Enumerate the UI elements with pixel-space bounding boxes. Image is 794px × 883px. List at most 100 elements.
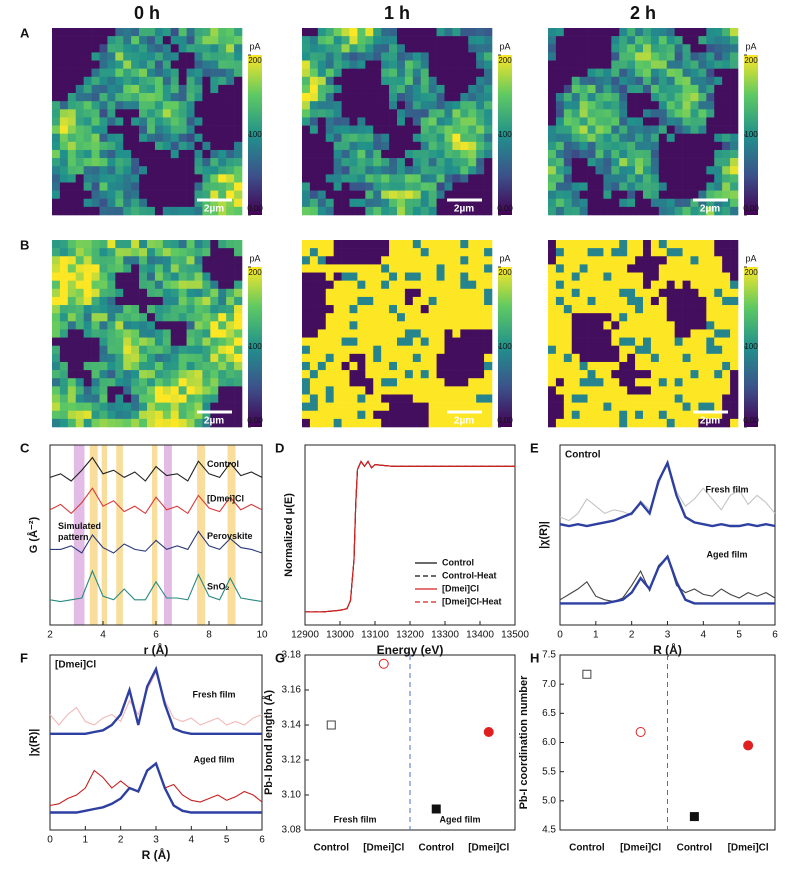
map-pixel — [59, 256, 69, 265]
colorbar-tick-label: 200 — [248, 268, 262, 277]
map-pixel — [571, 84, 580, 94]
map-pixel — [397, 313, 406, 322]
map-pixel — [357, 272, 366, 281]
map-pixel — [397, 402, 406, 412]
map-pixel — [194, 337, 203, 346]
annotation: Aged film — [193, 754, 234, 764]
colorbar-tick-label: 0.00 — [497, 204, 513, 213]
map-pixel — [587, 149, 596, 159]
map-pixel — [357, 206, 366, 216]
map-pixel — [302, 361, 311, 371]
map-pixel — [444, 337, 453, 346]
map-pixel — [674, 394, 683, 403]
map-pixel — [373, 410, 382, 420]
map-pixel — [381, 394, 390, 403]
map-pixel — [674, 353, 683, 363]
map-pixel — [115, 264, 124, 273]
map-pixel — [210, 141, 219, 151]
map-pixel — [162, 288, 172, 298]
map-pixel — [83, 158, 92, 167]
map-pixel — [389, 410, 398, 420]
map-pixel — [484, 370, 493, 379]
map-pixel — [571, 394, 580, 403]
map-pixel — [452, 101, 461, 110]
map-pixel — [75, 101, 84, 110]
map-pixel — [412, 394, 422, 403]
map-pixel — [317, 337, 327, 346]
map-pixel — [52, 248, 61, 257]
map-pixel — [698, 158, 707, 167]
map-pixel — [579, 337, 588, 346]
map-pixel — [234, 264, 243, 273]
map-pixel — [452, 329, 461, 338]
map-pixel — [484, 206, 493, 216]
map-pixel — [349, 329, 358, 338]
map-pixel — [587, 117, 596, 126]
map-pixel — [555, 353, 565, 363]
map-pixel — [107, 402, 116, 412]
map-pixel — [412, 329, 422, 338]
map-pixel — [170, 125, 179, 134]
map-pixel — [131, 370, 140, 379]
map-pixel — [444, 353, 453, 363]
map-pixel — [115, 68, 124, 78]
map-pixel — [548, 272, 557, 281]
map-pixel — [302, 280, 311, 290]
map-pixel — [698, 190, 707, 200]
map-pixel — [341, 296, 350, 306]
map-pixel — [170, 133, 179, 143]
map-pixel — [154, 109, 164, 118]
map-pixel — [154, 93, 164, 102]
map-pixel — [603, 370, 612, 379]
map-pixel — [226, 206, 235, 216]
map-pixel — [178, 272, 187, 281]
map-pixel — [202, 133, 211, 143]
map-pixel — [115, 44, 124, 53]
map-pixel — [555, 149, 565, 159]
map-pixel — [452, 361, 461, 371]
map-pixel — [83, 190, 92, 200]
map-pixel — [333, 182, 342, 191]
afm-map — [52, 28, 243, 216]
map-pixel — [412, 272, 422, 281]
map-pixel — [682, 149, 691, 159]
map-pixel — [309, 109, 319, 118]
map-pixel — [210, 370, 219, 379]
map-pixel — [444, 394, 453, 403]
map-pixel — [349, 296, 358, 306]
map-pixel — [389, 149, 398, 159]
map-pixel — [202, 272, 211, 281]
map-pixel — [571, 93, 580, 102]
map-pixel — [603, 117, 612, 126]
map-pixel — [373, 174, 382, 183]
map-pixel — [389, 248, 398, 257]
map-pixel — [476, 141, 485, 151]
map-pixel — [666, 93, 675, 102]
map-pixel — [555, 345, 565, 355]
map-pixel — [381, 182, 390, 191]
map-pixel — [317, 256, 327, 265]
map-pixel — [107, 410, 116, 420]
map-pixel — [186, 84, 195, 94]
map-pixel — [107, 378, 116, 387]
colorbar-unit: pA — [745, 253, 756, 263]
map-pixel — [690, 68, 699, 78]
map-pixel — [202, 418, 211, 428]
map-pixel — [381, 174, 390, 183]
map-pixel — [162, 52, 172, 61]
map-pixel — [444, 182, 453, 191]
map-pixel — [373, 182, 382, 191]
map-pixel — [202, 206, 211, 216]
map-pixel — [123, 329, 132, 338]
map-pixel — [99, 60, 108, 69]
map-pixel — [302, 321, 311, 330]
map-pixel — [341, 418, 350, 428]
map-pixel — [59, 345, 69, 355]
map-pixel — [730, 272, 739, 281]
map-pixel — [202, 288, 211, 298]
map-pixel — [357, 288, 366, 298]
map-pixel — [115, 288, 124, 298]
map-pixel — [650, 68, 660, 78]
x-tick-label: 8 — [206, 630, 212, 641]
map-pixel — [603, 84, 612, 94]
